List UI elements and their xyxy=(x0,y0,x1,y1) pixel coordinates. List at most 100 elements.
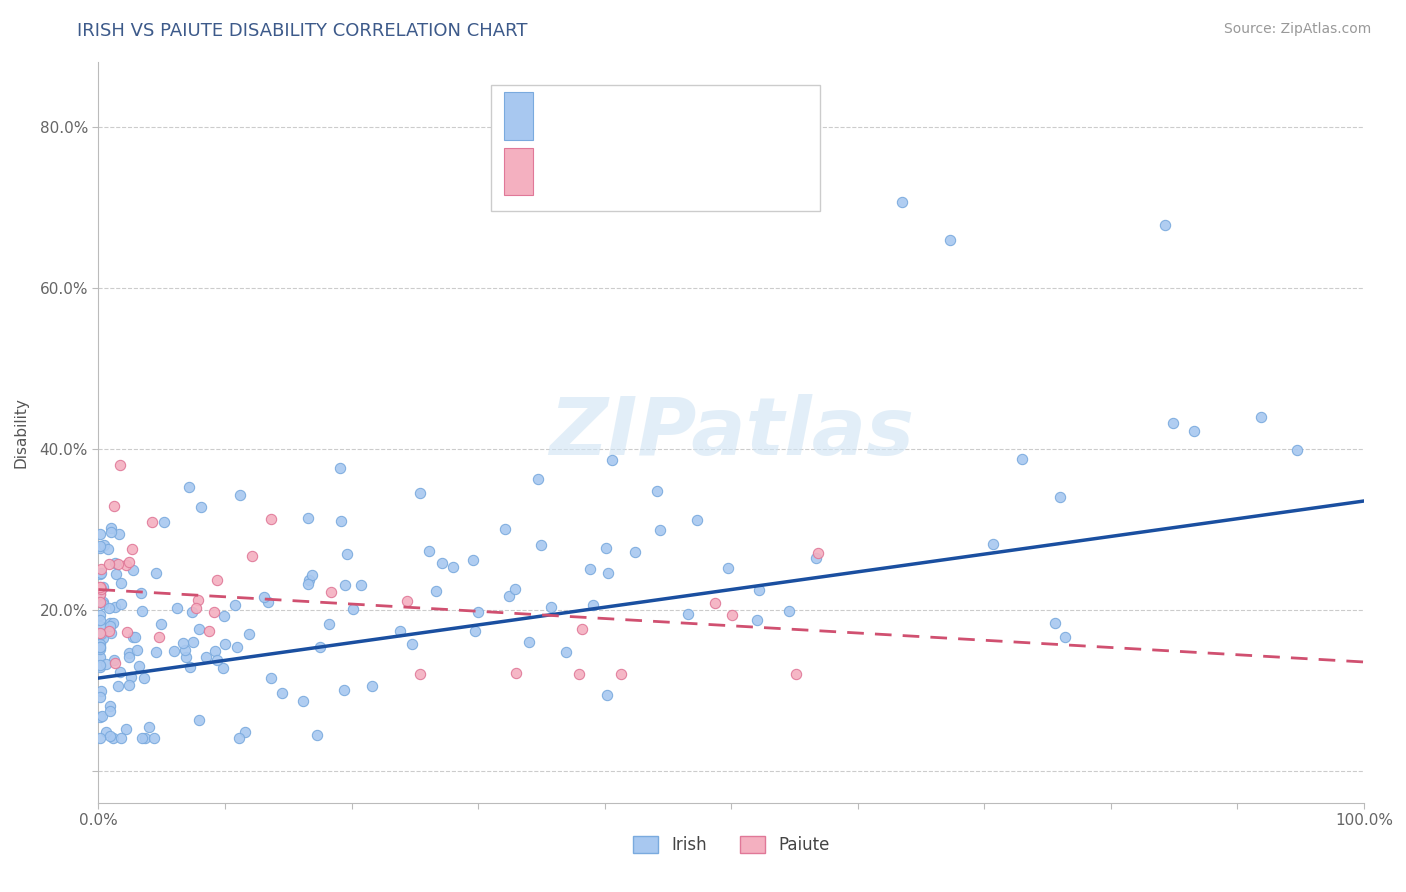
Point xyxy=(129,586,152,600)
Point xyxy=(1011,452,1033,467)
Point xyxy=(89,642,111,657)
Point xyxy=(571,623,593,637)
Point xyxy=(291,694,314,708)
Point xyxy=(596,566,619,581)
Point xyxy=(461,553,484,567)
Y-axis label: Disability: Disability xyxy=(14,397,28,468)
Point xyxy=(108,458,131,472)
Point xyxy=(100,699,122,714)
Point xyxy=(101,616,124,631)
Point xyxy=(89,626,111,640)
Point xyxy=(108,526,131,541)
Point xyxy=(297,511,319,525)
Point xyxy=(103,499,125,513)
Point xyxy=(297,577,319,591)
Point xyxy=(804,551,827,566)
Point xyxy=(89,587,111,601)
Point xyxy=(90,561,112,575)
Point xyxy=(212,608,235,623)
Point xyxy=(172,636,194,650)
Point xyxy=(90,683,112,698)
Point xyxy=(891,195,914,210)
Point xyxy=(721,608,744,623)
Point xyxy=(307,728,329,742)
Point xyxy=(98,704,121,718)
Point xyxy=(166,600,188,615)
Point xyxy=(121,542,143,557)
Point xyxy=(1049,491,1071,505)
Point xyxy=(89,567,111,582)
Point xyxy=(131,604,153,618)
Point xyxy=(89,619,111,633)
Point xyxy=(430,556,453,570)
Point xyxy=(89,640,111,655)
Point xyxy=(89,650,111,665)
Point xyxy=(1250,409,1272,424)
Point xyxy=(256,595,278,609)
Point xyxy=(118,646,141,660)
Point xyxy=(1043,615,1066,630)
Point xyxy=(94,657,117,671)
Point xyxy=(89,580,111,594)
Point xyxy=(298,574,321,588)
Point xyxy=(527,472,550,486)
Point xyxy=(233,724,256,739)
Legend: Irish, Paiute: Irish, Paiute xyxy=(626,830,837,861)
Point xyxy=(205,574,228,588)
Point xyxy=(91,595,114,609)
Point xyxy=(717,560,740,574)
Point xyxy=(260,512,283,526)
Point xyxy=(91,598,114,612)
Point xyxy=(648,523,671,537)
Point xyxy=(205,653,228,667)
Point xyxy=(98,557,121,571)
Point xyxy=(100,524,122,539)
Point xyxy=(494,522,516,536)
Point xyxy=(89,640,111,654)
Point xyxy=(145,566,167,580)
Point xyxy=(335,547,357,561)
Point xyxy=(104,599,127,614)
Point xyxy=(97,541,120,556)
Point xyxy=(1161,416,1184,430)
Point xyxy=(101,731,124,746)
Point xyxy=(100,626,122,640)
Point xyxy=(624,545,647,559)
Point xyxy=(89,659,111,673)
Point xyxy=(330,514,353,528)
Point xyxy=(163,644,186,658)
Point xyxy=(745,613,768,627)
Point xyxy=(678,607,700,621)
Point xyxy=(1053,630,1076,644)
Point xyxy=(194,650,217,665)
Point xyxy=(89,594,111,608)
Point xyxy=(118,678,141,692)
Point xyxy=(100,520,122,534)
Point xyxy=(138,720,160,734)
Point xyxy=(115,625,138,640)
Point xyxy=(91,580,114,594)
Point xyxy=(117,555,139,569)
Point xyxy=(89,625,111,640)
Point xyxy=(610,667,633,681)
Point xyxy=(184,601,207,615)
Point xyxy=(114,558,136,573)
Point xyxy=(141,516,163,530)
Point xyxy=(401,637,423,651)
Point xyxy=(503,582,526,597)
Point xyxy=(202,605,225,619)
Point xyxy=(498,589,520,603)
Point xyxy=(214,637,236,651)
Point xyxy=(89,658,111,673)
Point xyxy=(89,637,111,651)
Point xyxy=(149,616,172,631)
Point xyxy=(187,714,209,728)
Point xyxy=(180,605,202,619)
Point xyxy=(124,630,146,644)
Point xyxy=(120,670,142,684)
Point xyxy=(89,613,111,627)
Point xyxy=(568,667,591,681)
Point xyxy=(240,549,263,564)
Point xyxy=(110,731,132,746)
Point xyxy=(645,483,668,498)
